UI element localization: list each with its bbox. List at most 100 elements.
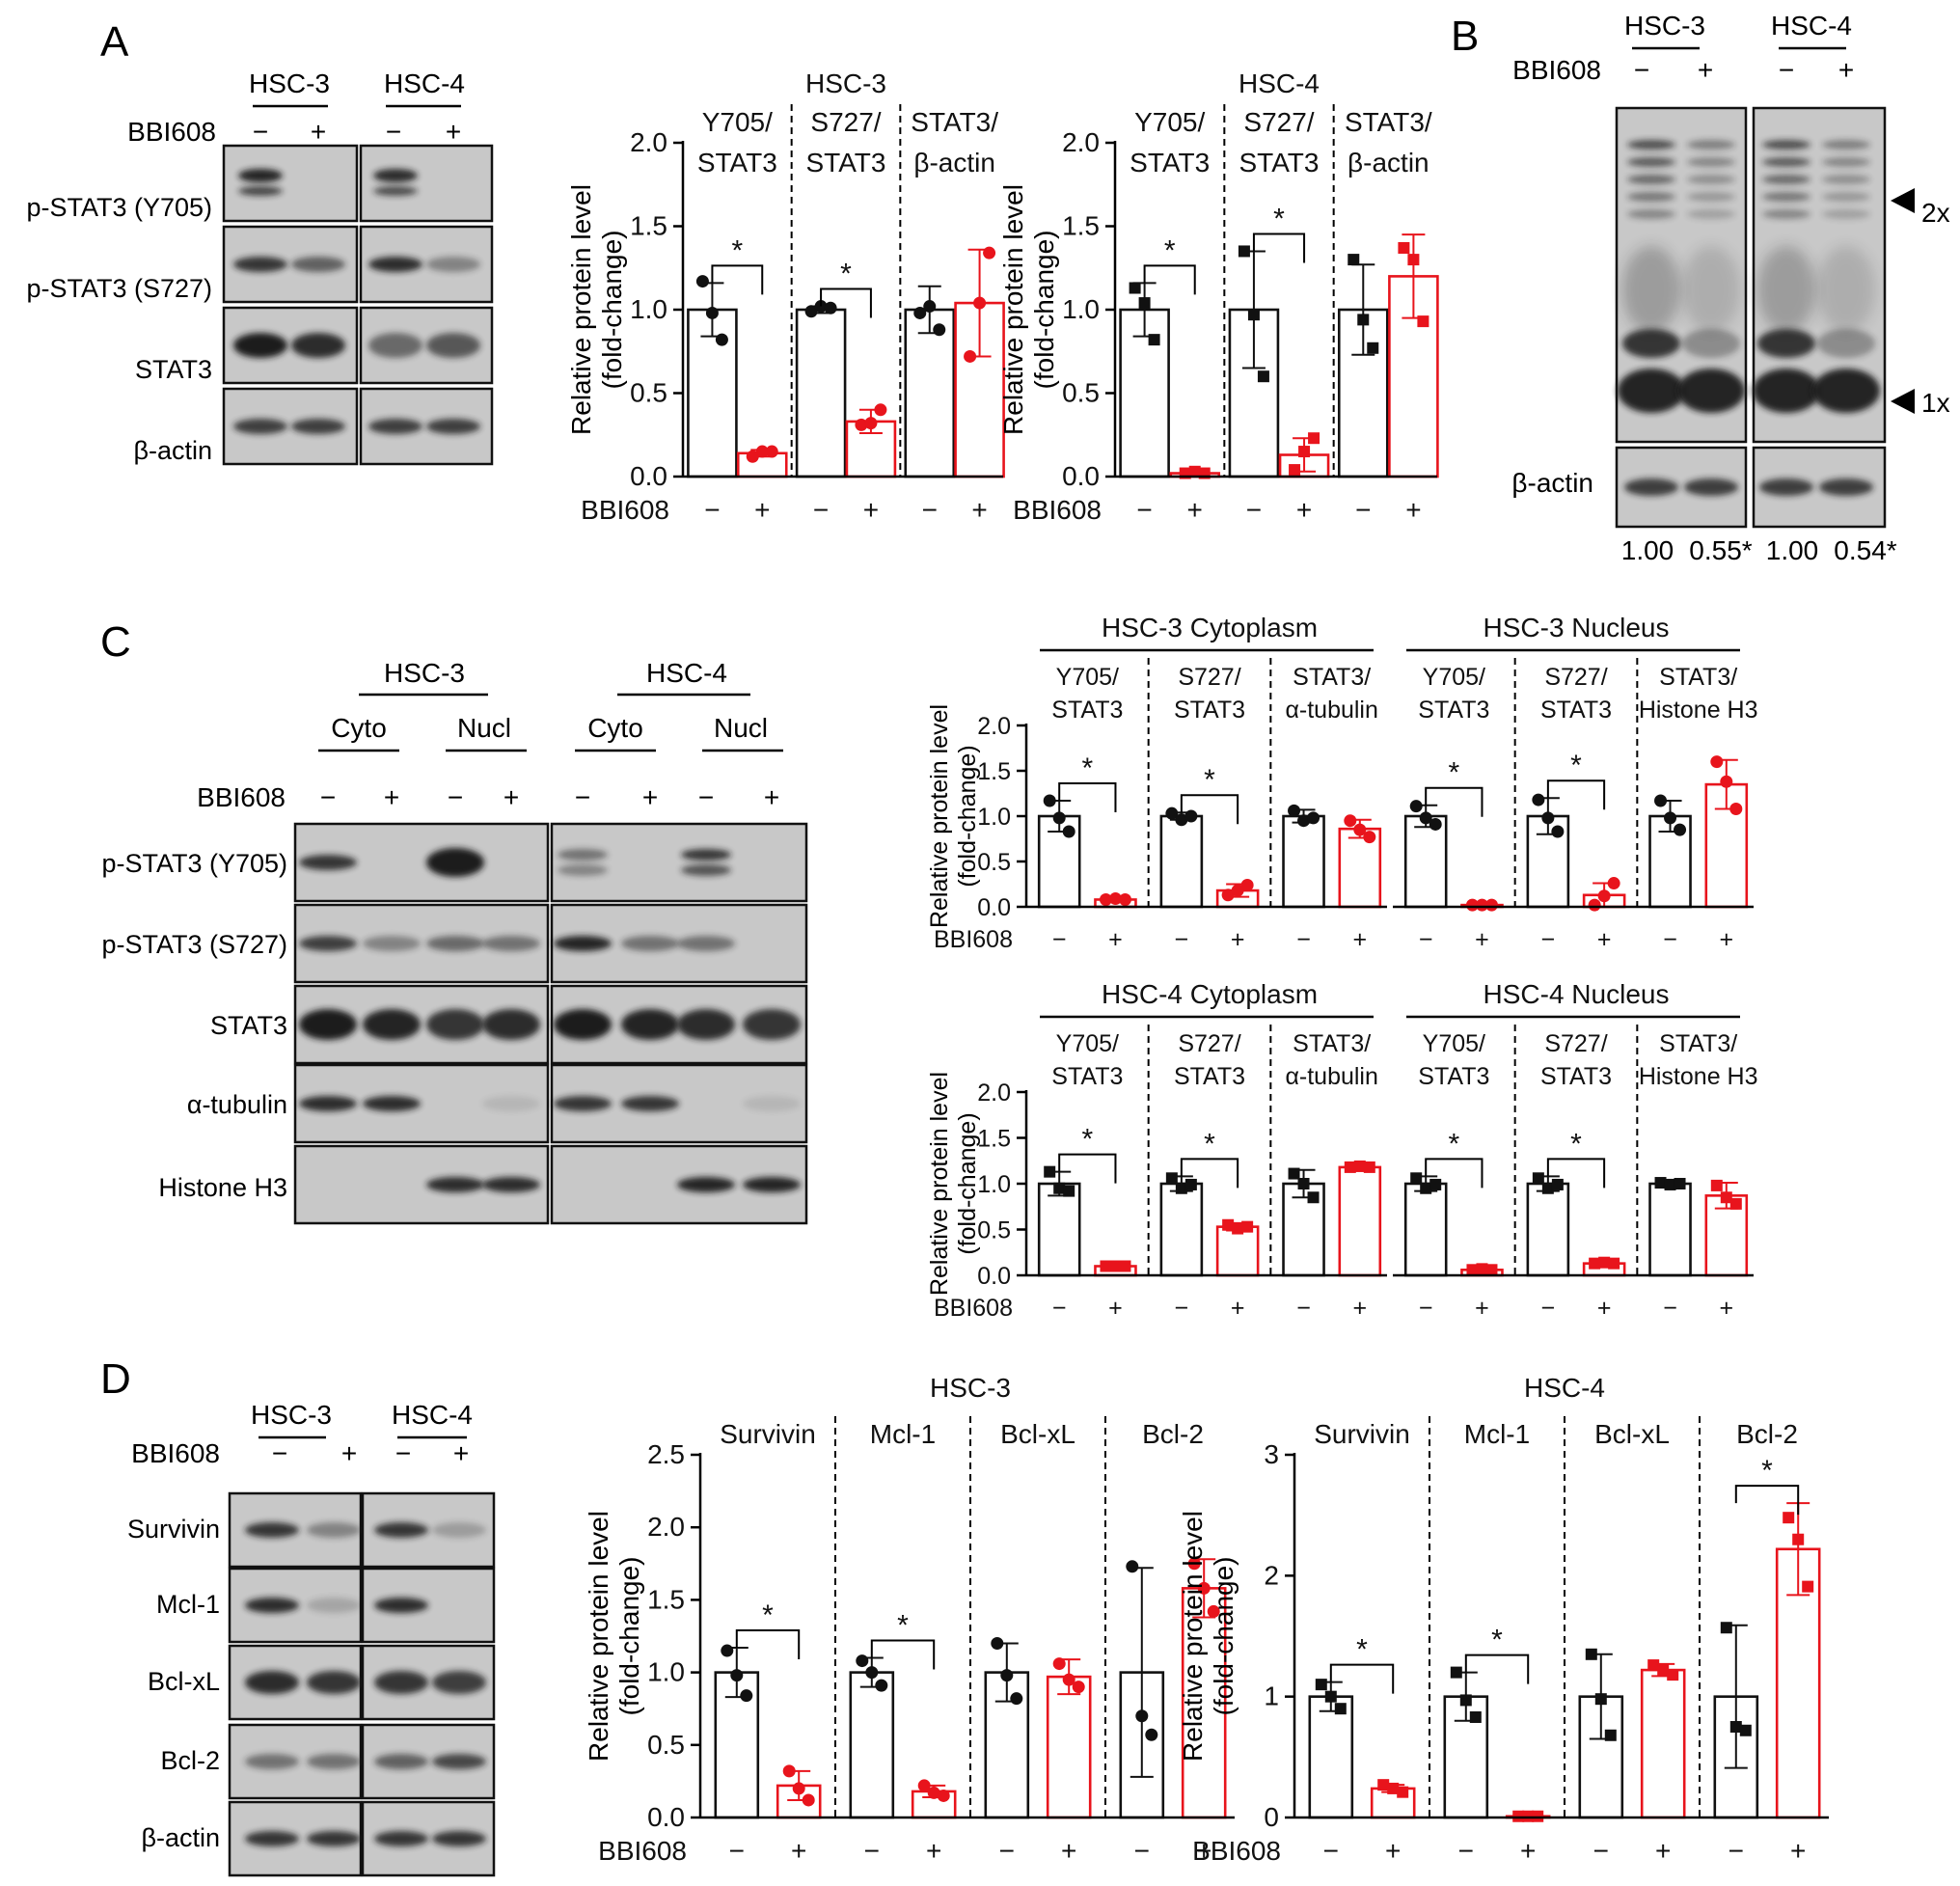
data-point bbox=[1410, 1172, 1423, 1185]
blot-c-cell-hsc4: HSC-4 bbox=[646, 658, 727, 688]
treatment-sign: + bbox=[1597, 1295, 1612, 1322]
y-tick-label: 1 bbox=[1264, 1681, 1279, 1711]
y-tick-label: 1.5 bbox=[977, 758, 1011, 785]
blot-a: HSC-3 HSC-4 BBI608 − + − + p-STAT3 (Y705… bbox=[26, 68, 494, 466]
data-point bbox=[1353, 1160, 1366, 1172]
data-point bbox=[782, 1764, 796, 1778]
data-point bbox=[802, 1793, 815, 1807]
data-point bbox=[1308, 432, 1320, 445]
chart-6: HSC-3 0.0 0.5 1.0 1.5 2.0 2.5 Relative protein … bbox=[584, 1373, 1235, 1866]
data-point bbox=[1484, 898, 1498, 912]
blot-a-sign: + bbox=[446, 117, 461, 147]
group-label: S727/ bbox=[1544, 1030, 1607, 1057]
data-point bbox=[1585, 1648, 1597, 1660]
data-point bbox=[1099, 892, 1112, 906]
blot-c-treatment-label: BBI608 bbox=[197, 782, 286, 812]
y-axis-label: Relative protein level(fold-change) bbox=[566, 184, 627, 435]
data-point bbox=[1315, 1679, 1327, 1691]
blot-band bbox=[426, 936, 484, 951]
data-point bbox=[1485, 1264, 1498, 1276]
data-point bbox=[1664, 1178, 1676, 1190]
data-point bbox=[1126, 1560, 1139, 1573]
blot-band bbox=[681, 849, 731, 861]
blot-c-row-label: p-STAT3 (Y705) bbox=[101, 849, 287, 878]
y-axis-label: Relative protein level(fold-change) bbox=[926, 1072, 981, 1296]
treatment-sign: − bbox=[1419, 926, 1433, 953]
blot-a-row-label: β-actin bbox=[133, 436, 212, 465]
blot-band bbox=[1627, 192, 1675, 202]
data-point bbox=[964, 349, 977, 363]
data-point bbox=[1674, 1178, 1686, 1189]
chart-title: HSC-4 bbox=[1524, 1373, 1605, 1403]
data-point bbox=[874, 403, 887, 417]
data-point bbox=[1240, 878, 1254, 891]
significance-bracket bbox=[1058, 1153, 1117, 1184]
blot-band bbox=[482, 936, 540, 951]
data-point bbox=[804, 305, 818, 318]
data-point bbox=[1739, 1724, 1752, 1736]
blot-d-row-label: β-actin bbox=[141, 1823, 220, 1852]
blot-band bbox=[1822, 175, 1870, 184]
blot-band bbox=[426, 257, 480, 272]
blot-band bbox=[554, 1096, 612, 1111]
blot-band bbox=[1819, 478, 1873, 496]
blot-band bbox=[238, 169, 283, 182]
data-point bbox=[1232, 1222, 1244, 1235]
data-point bbox=[1119, 1260, 1131, 1272]
y-tick-label: 2.0 bbox=[1062, 127, 1100, 157]
significance-bracket bbox=[735, 1629, 801, 1660]
blot-d-row-label: Survivin bbox=[127, 1515, 220, 1544]
blot-band bbox=[291, 257, 345, 272]
data-point bbox=[1129, 282, 1141, 294]
blot-d-row-label: Bcl-xL bbox=[148, 1667, 220, 1696]
treatment-sign: + bbox=[1352, 1295, 1367, 1322]
data-point bbox=[1667, 1669, 1679, 1681]
group-label: STAT3 bbox=[1051, 697, 1123, 724]
data-point bbox=[1184, 1178, 1197, 1190]
group-label: Bcl-xL bbox=[1594, 1419, 1670, 1449]
blot-band bbox=[1682, 246, 1740, 333]
blot-band bbox=[1762, 192, 1810, 202]
data-point bbox=[730, 1669, 744, 1682]
blot-band bbox=[245, 1522, 299, 1538]
blot-c-sign: − bbox=[575, 782, 590, 812]
significance-bracket bbox=[1252, 232, 1306, 263]
blot-band bbox=[1682, 329, 1740, 358]
data-point bbox=[1466, 1264, 1479, 1276]
blot-band bbox=[1687, 209, 1735, 219]
group-label: Survivin bbox=[1314, 1419, 1410, 1449]
significance-bracket bbox=[1329, 1663, 1395, 1694]
data-point bbox=[1407, 254, 1420, 266]
bar bbox=[1119, 308, 1170, 478]
treatment-sign: − bbox=[704, 495, 720, 525]
blot-band bbox=[681, 864, 731, 876]
data-point bbox=[991, 1637, 1004, 1651]
data-point bbox=[1063, 1185, 1075, 1197]
data-point bbox=[1657, 1664, 1670, 1677]
group-label: Y705/ bbox=[1056, 1030, 1119, 1057]
blot-band bbox=[1622, 329, 1680, 358]
y-tick-label: 3 bbox=[1264, 1439, 1279, 1469]
marker-1x-label: 1x bbox=[1921, 388, 1950, 418]
blot-band bbox=[1762, 209, 1810, 219]
blot-d-sign: − bbox=[395, 1438, 411, 1468]
blot-band bbox=[1627, 140, 1675, 150]
group-label: STAT3 bbox=[1418, 697, 1489, 724]
data-point bbox=[1062, 825, 1075, 838]
blot-c-sign: + bbox=[384, 782, 399, 812]
data-point bbox=[1353, 823, 1367, 836]
data-point bbox=[1429, 1178, 1442, 1190]
treatment-sign: + bbox=[754, 495, 770, 525]
significance-star: * bbox=[1081, 752, 1093, 784]
group-label: STAT3/ bbox=[1293, 664, 1371, 691]
blot-d-row-label: Mcl-1 bbox=[156, 1590, 220, 1619]
y-tick-label: 1.5 bbox=[630, 211, 667, 241]
y-tick-label: 0.0 bbox=[630, 461, 667, 491]
data-point bbox=[1512, 1810, 1525, 1822]
data-point bbox=[792, 1782, 805, 1795]
data-point bbox=[1594, 1693, 1607, 1706]
data-point bbox=[1298, 446, 1311, 458]
group-label: S727/ bbox=[1243, 107, 1314, 137]
